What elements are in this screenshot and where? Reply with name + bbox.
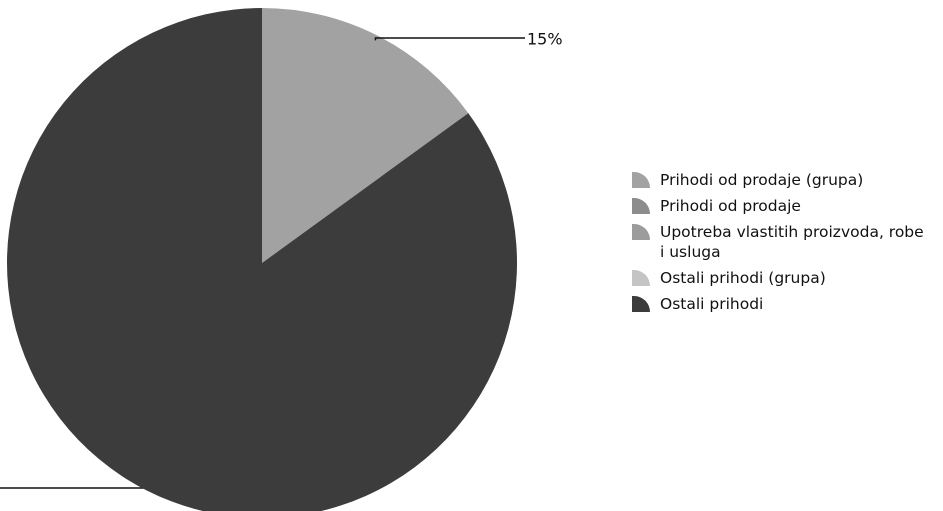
legend-item: Ostali prihodi (grupa) bbox=[632, 268, 932, 288]
legend-item: Upotreba vlastitih proizvoda, robe i usl… bbox=[632, 222, 932, 262]
legend-swatch bbox=[632, 198, 650, 214]
legend-item: Prihodi od prodaje bbox=[632, 196, 932, 216]
legend-swatch bbox=[632, 224, 650, 240]
pie-slice bbox=[262, 8, 469, 263]
legend-item: Prihodi od prodaje (grupa) bbox=[632, 170, 932, 190]
leader-line bbox=[374, 37, 525, 41]
legend-label: Ostali prihodi (grupa) bbox=[660, 269, 826, 287]
legend-swatch bbox=[632, 172, 650, 188]
data-label: 15% bbox=[527, 30, 563, 49]
legend-swatch bbox=[632, 296, 650, 312]
legend-label: Prihodi od prodaje (grupa) bbox=[660, 171, 864, 189]
legend-label: Ostali prihodi bbox=[660, 295, 764, 313]
pie-slice bbox=[7, 8, 517, 511]
legend-item: Ostali prihodi bbox=[632, 294, 932, 314]
legend-label: Upotreba vlastitih proizvoda, robe i usl… bbox=[660, 223, 924, 261]
legend-swatch bbox=[632, 270, 650, 286]
legend: Prihodi od prodaje (grupa) Prihodi od pro… bbox=[632, 170, 932, 320]
legend-label: Prihodi od prodaje bbox=[660, 197, 801, 215]
